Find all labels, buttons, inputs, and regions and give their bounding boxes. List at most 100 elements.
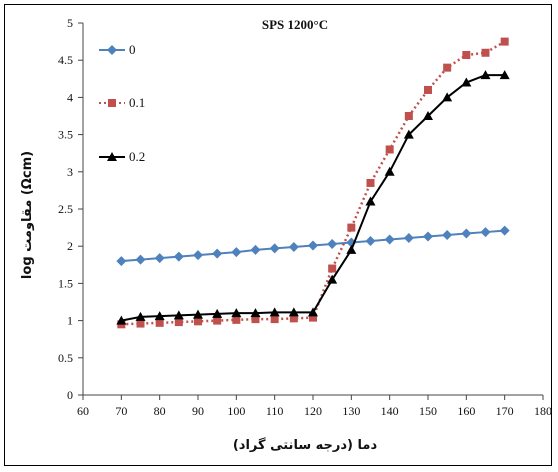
data-point <box>135 254 146 265</box>
data-point <box>403 129 414 139</box>
data-point <box>232 315 241 324</box>
series-0-1 <box>117 37 509 329</box>
data-point <box>424 85 432 94</box>
axes <box>78 22 544 400</box>
data-point <box>308 307 318 317</box>
data-point <box>499 70 510 80</box>
data-point <box>270 315 279 324</box>
legend-item: 0.1 <box>99 95 145 110</box>
data-point <box>194 317 202 326</box>
y-tick-label: 0.5 <box>58 351 73 365</box>
chart-title: SPS 1200°C <box>262 17 328 32</box>
legend-label: 0.2 <box>129 149 145 164</box>
x-tick-label: 150 <box>419 404 437 418</box>
data-point <box>442 230 453 241</box>
chart-svg: 60 70 80 90 100 110 120 130 140 150 160 170 18000.51… <box>20 16 552 453</box>
legend-item: 0.2 <box>99 149 145 164</box>
data-point <box>135 311 146 321</box>
x-tick-label: 180 <box>534 404 552 418</box>
data-point <box>480 70 491 80</box>
data-point <box>136 319 145 328</box>
data-point <box>288 241 299 252</box>
series-layer <box>116 37 510 329</box>
data-point <box>288 307 299 317</box>
data-point <box>385 145 394 154</box>
data-point <box>384 166 395 176</box>
data-point <box>251 315 260 324</box>
y-tick-label: 4.5 <box>58 53 73 67</box>
data-point <box>155 318 164 327</box>
data-point <box>365 235 376 246</box>
data-point <box>443 63 452 72</box>
x-tick-label: 140 <box>381 404 399 418</box>
data-point <box>174 318 183 327</box>
data-point <box>231 308 242 318</box>
data-point <box>193 250 203 261</box>
data-point <box>250 308 261 318</box>
legend-marker <box>107 152 117 161</box>
y-tick-label: 0 <box>67 388 73 402</box>
data-point <box>346 244 357 254</box>
data-point <box>423 231 433 242</box>
x-tick-label: 130 <box>342 404 360 418</box>
chart-frame: 60 70 80 90 100 110 120 130 140 150 160 170 180 0 0.5 1… <box>4 4 552 466</box>
data-point <box>154 311 165 321</box>
y-tick-label: 2.5 <box>58 202 73 216</box>
x-tick-label: 160 <box>457 404 475 418</box>
data-point <box>309 313 317 322</box>
data-point <box>116 256 127 267</box>
legend-item: 0 <box>99 42 136 57</box>
data-point <box>231 247 242 258</box>
data-point <box>327 238 338 249</box>
x-tick-label: 110 <box>266 404 284 418</box>
data-point <box>212 308 223 318</box>
data-point <box>423 111 433 120</box>
data-point <box>269 307 280 317</box>
data-point <box>404 112 413 120</box>
data-point <box>480 227 491 238</box>
legend-marker <box>108 99 116 107</box>
data-point <box>347 223 356 232</box>
data-point <box>499 225 510 236</box>
data-point <box>173 251 184 262</box>
x-tick-label: 100 <box>227 404 245 418</box>
series-0-2 <box>116 70 510 325</box>
legend-label: 0.1 <box>129 95 145 110</box>
tick-labels: 60 70 80 90 100 110 120 130 140 150 160 170 18000.51… <box>58 16 552 418</box>
data-point <box>289 314 298 323</box>
data-point <box>269 243 280 254</box>
data-point <box>366 178 375 187</box>
y-tick-label: 4 <box>67 90 73 104</box>
data-point <box>461 77 472 87</box>
data-point <box>116 315 127 325</box>
x-tick-label: 90 <box>192 404 204 418</box>
data-point <box>461 228 472 239</box>
data-point <box>442 92 453 102</box>
x-tick-label: 170 <box>496 404 514 418</box>
legend-label: 0 <box>129 42 136 57</box>
data-point <box>500 37 509 46</box>
data-point <box>384 234 395 245</box>
data-point <box>328 264 337 273</box>
data-point <box>250 244 261 255</box>
x-tick-label: 120 <box>304 404 322 418</box>
x-tick-label: 70 <box>115 404 127 418</box>
x-tick-label: 60 <box>77 404 89 418</box>
y-tick-label: 3.5 <box>58 128 73 142</box>
y-tick-label: 1 <box>67 314 73 328</box>
data-point <box>481 48 490 57</box>
y-axis-label: log مقاومت (Ωcm) <box>20 151 35 279</box>
series-0 <box>116 225 510 267</box>
data-point <box>193 309 203 319</box>
x-axis-label: دما (درجه سانتی گراد) <box>233 437 378 453</box>
y-tick-label: 2 <box>67 239 73 253</box>
data-point <box>212 248 223 259</box>
legend: 0 0.1 0.2 <box>99 42 145 164</box>
series-line <box>121 40 506 326</box>
data-point <box>462 50 471 59</box>
data-point <box>403 233 414 244</box>
y-tick-label: 5 <box>67 16 73 30</box>
data-point <box>154 253 165 264</box>
data-point <box>173 310 184 320</box>
legend-marker <box>107 45 117 55</box>
